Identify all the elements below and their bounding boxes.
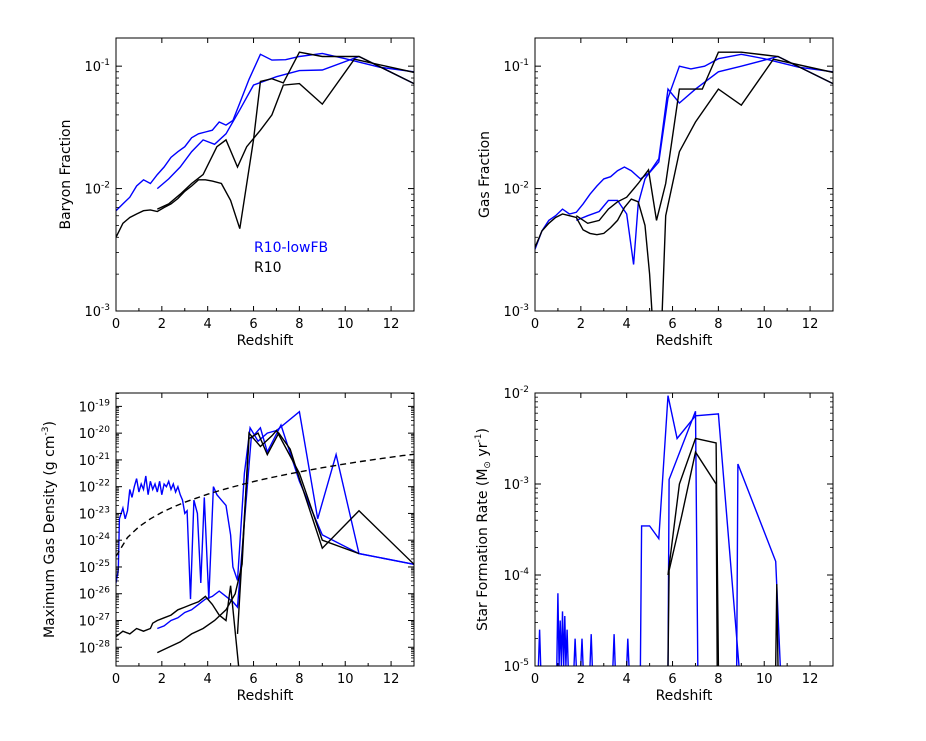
- series-line-r10-lowfb-6: [626, 638, 630, 666]
- y-tick-label: 10-27: [79, 613, 110, 630]
- y-tick-label: 10-21: [79, 452, 110, 469]
- series-line-r10-lowfb-0: [116, 52, 414, 212]
- series-line-r10-2: [775, 584, 779, 666]
- panel-baryon-fraction: 0 2 4 6 8 10 12 10-3 10-2 10-1 Redshift Baryon Frac…: [58, 37, 415, 349]
- y-tick-label: 10-26: [79, 586, 111, 603]
- x-axis-label: Redshift: [656, 333, 713, 349]
- series-line-r10-lowfb-4: [589, 634, 593, 666]
- x-tick-label: 12: [802, 672, 819, 687]
- x-tick-label: 2: [577, 317, 585, 332]
- series-line-r10-lowfb-0: [535, 53, 833, 250]
- y-tick-label: 10-3: [503, 476, 529, 493]
- x-tick-label: 2: [577, 672, 585, 687]
- x-tick-label: 4: [623, 672, 631, 687]
- series-line-r10-lowfb-1: [576, 55, 833, 265]
- x-tick-label: 8: [295, 672, 303, 687]
- x-tick-label: 6: [668, 317, 676, 332]
- y-tick-label: 10-2: [503, 385, 529, 402]
- x-tick-label: 4: [204, 672, 212, 687]
- x-tick-label: 2: [158, 317, 166, 332]
- y-tick-label: 10-22: [79, 479, 110, 496]
- series-line-r10-2: [236, 431, 414, 634]
- x-tick-label: 10: [756, 317, 773, 332]
- y-tick-label: 10-2: [84, 181, 110, 198]
- y-tick-label: 10-1: [84, 58, 110, 75]
- x-tick-label: 8: [714, 317, 722, 332]
- x-tick-label: 12: [802, 317, 819, 332]
- plot-area: [537, 395, 781, 666]
- y-axis-label: Star Formation Rate (M⊙ yr-1): [474, 428, 493, 631]
- y-tick-label: 10-5: [503, 658, 529, 675]
- axes-frame: [534, 392, 834, 667]
- legend-label: R10-lowFB: [254, 240, 328, 256]
- x-tick-label: 10: [337, 672, 354, 687]
- series-line-r10-2: [661, 58, 833, 311]
- x-tick-label: 6: [249, 672, 257, 687]
- series-line-r10-lowfb-7: [639, 395, 740, 666]
- x-tick-label: 6: [668, 672, 676, 687]
- y-tick-label: 10-23: [79, 505, 110, 522]
- y-tick-label: 10-24: [79, 532, 111, 549]
- series-line-r10-lowfb-5: [612, 634, 616, 666]
- x-axis-label: Redshift: [237, 688, 294, 704]
- x-tick-label: 0: [531, 672, 539, 687]
- x-tick-label: 2: [158, 672, 166, 687]
- series-line-r10-1: [575, 51, 833, 225]
- y-tick-label: 10-19: [79, 398, 111, 415]
- panel-max-gas-density: 0 2 4 6 8 10 12 10-28 10-27 10-26 10-25 10-24 10-23 1…: [41, 392, 415, 704]
- series-line-r10-lowfb-0: [116, 410, 414, 600]
- x-tick-label: 4: [623, 317, 631, 332]
- y-axis-label: Maximum Gas Density (g cm-3): [41, 421, 58, 638]
- series-line-r10-0: [116, 51, 414, 238]
- series-line-r10-lowfb-1: [556, 593, 569, 666]
- series-line-r10-1: [157, 58, 414, 210]
- plot-area: [535, 51, 833, 311]
- y-axis-label: Baryon Fraction: [58, 120, 74, 230]
- x-tick-label: 0: [531, 317, 539, 332]
- y-tick-label: 10-3: [84, 303, 110, 320]
- y-tick-label: 10-20: [79, 425, 111, 442]
- x-tick-label: 4: [204, 317, 212, 332]
- series-line-r10-0: [116, 585, 240, 666]
- x-axis-label: Redshift: [656, 688, 713, 704]
- y-tick-label: 10-4: [503, 567, 529, 584]
- axes-frame: [115, 37, 415, 312]
- legend-label: R10: [254, 260, 282, 276]
- series-line-r10-0: [535, 198, 653, 311]
- panel-star-formation-rate: 0 2 4 6 8 10 12 10-5 10-4 10-3 10-2 Redshift Star Fo…: [474, 385, 834, 704]
- plot-area: [116, 410, 414, 666]
- x-tick-label: 10: [337, 317, 354, 332]
- series-line-r10-1: [157, 429, 360, 654]
- x-tick-label: 12: [383, 672, 400, 687]
- series-line-r10-0: [667, 450, 718, 666]
- x-tick-label: 0: [112, 317, 120, 332]
- x-tick-label: 12: [383, 317, 400, 332]
- series-line-r10-lowfb-3: [580, 638, 584, 666]
- x-tick-label: 10: [756, 672, 773, 687]
- x-tick-label: 0: [112, 672, 120, 687]
- series-line-r10-lowfb-2: [573, 638, 577, 666]
- x-tick-label: 6: [249, 317, 257, 332]
- y-tick-label: 10-1: [503, 58, 529, 75]
- axes-frame: [115, 392, 415, 667]
- axes-frame: [534, 37, 834, 312]
- series-line-r10-lowfb-0: [537, 629, 542, 666]
- y-tick-label: 10-25: [79, 559, 110, 576]
- y-tick-label: 10-28: [79, 639, 111, 656]
- series-line-threshold-0: [116, 453, 414, 557]
- x-tick-label: 8: [714, 672, 722, 687]
- panel-gas-fraction: 0 2 4 6 8 10 12 10-3 10-2 10-1 Redshift Gas Fractio…: [477, 37, 834, 349]
- y-tick-label: 10-3: [503, 303, 529, 320]
- y-tick-label: 10-2: [503, 181, 529, 198]
- x-axis-label: Redshift: [237, 333, 294, 349]
- series-line-r10-lowfb-1: [156, 55, 414, 190]
- x-tick-label: 8: [295, 317, 303, 332]
- plot-area: [116, 51, 414, 238]
- series-line-r10-lowfb-9: [736, 463, 781, 666]
- series-line-r10-1: [667, 437, 720, 666]
- y-axis-label: Gas Fraction: [477, 131, 493, 218]
